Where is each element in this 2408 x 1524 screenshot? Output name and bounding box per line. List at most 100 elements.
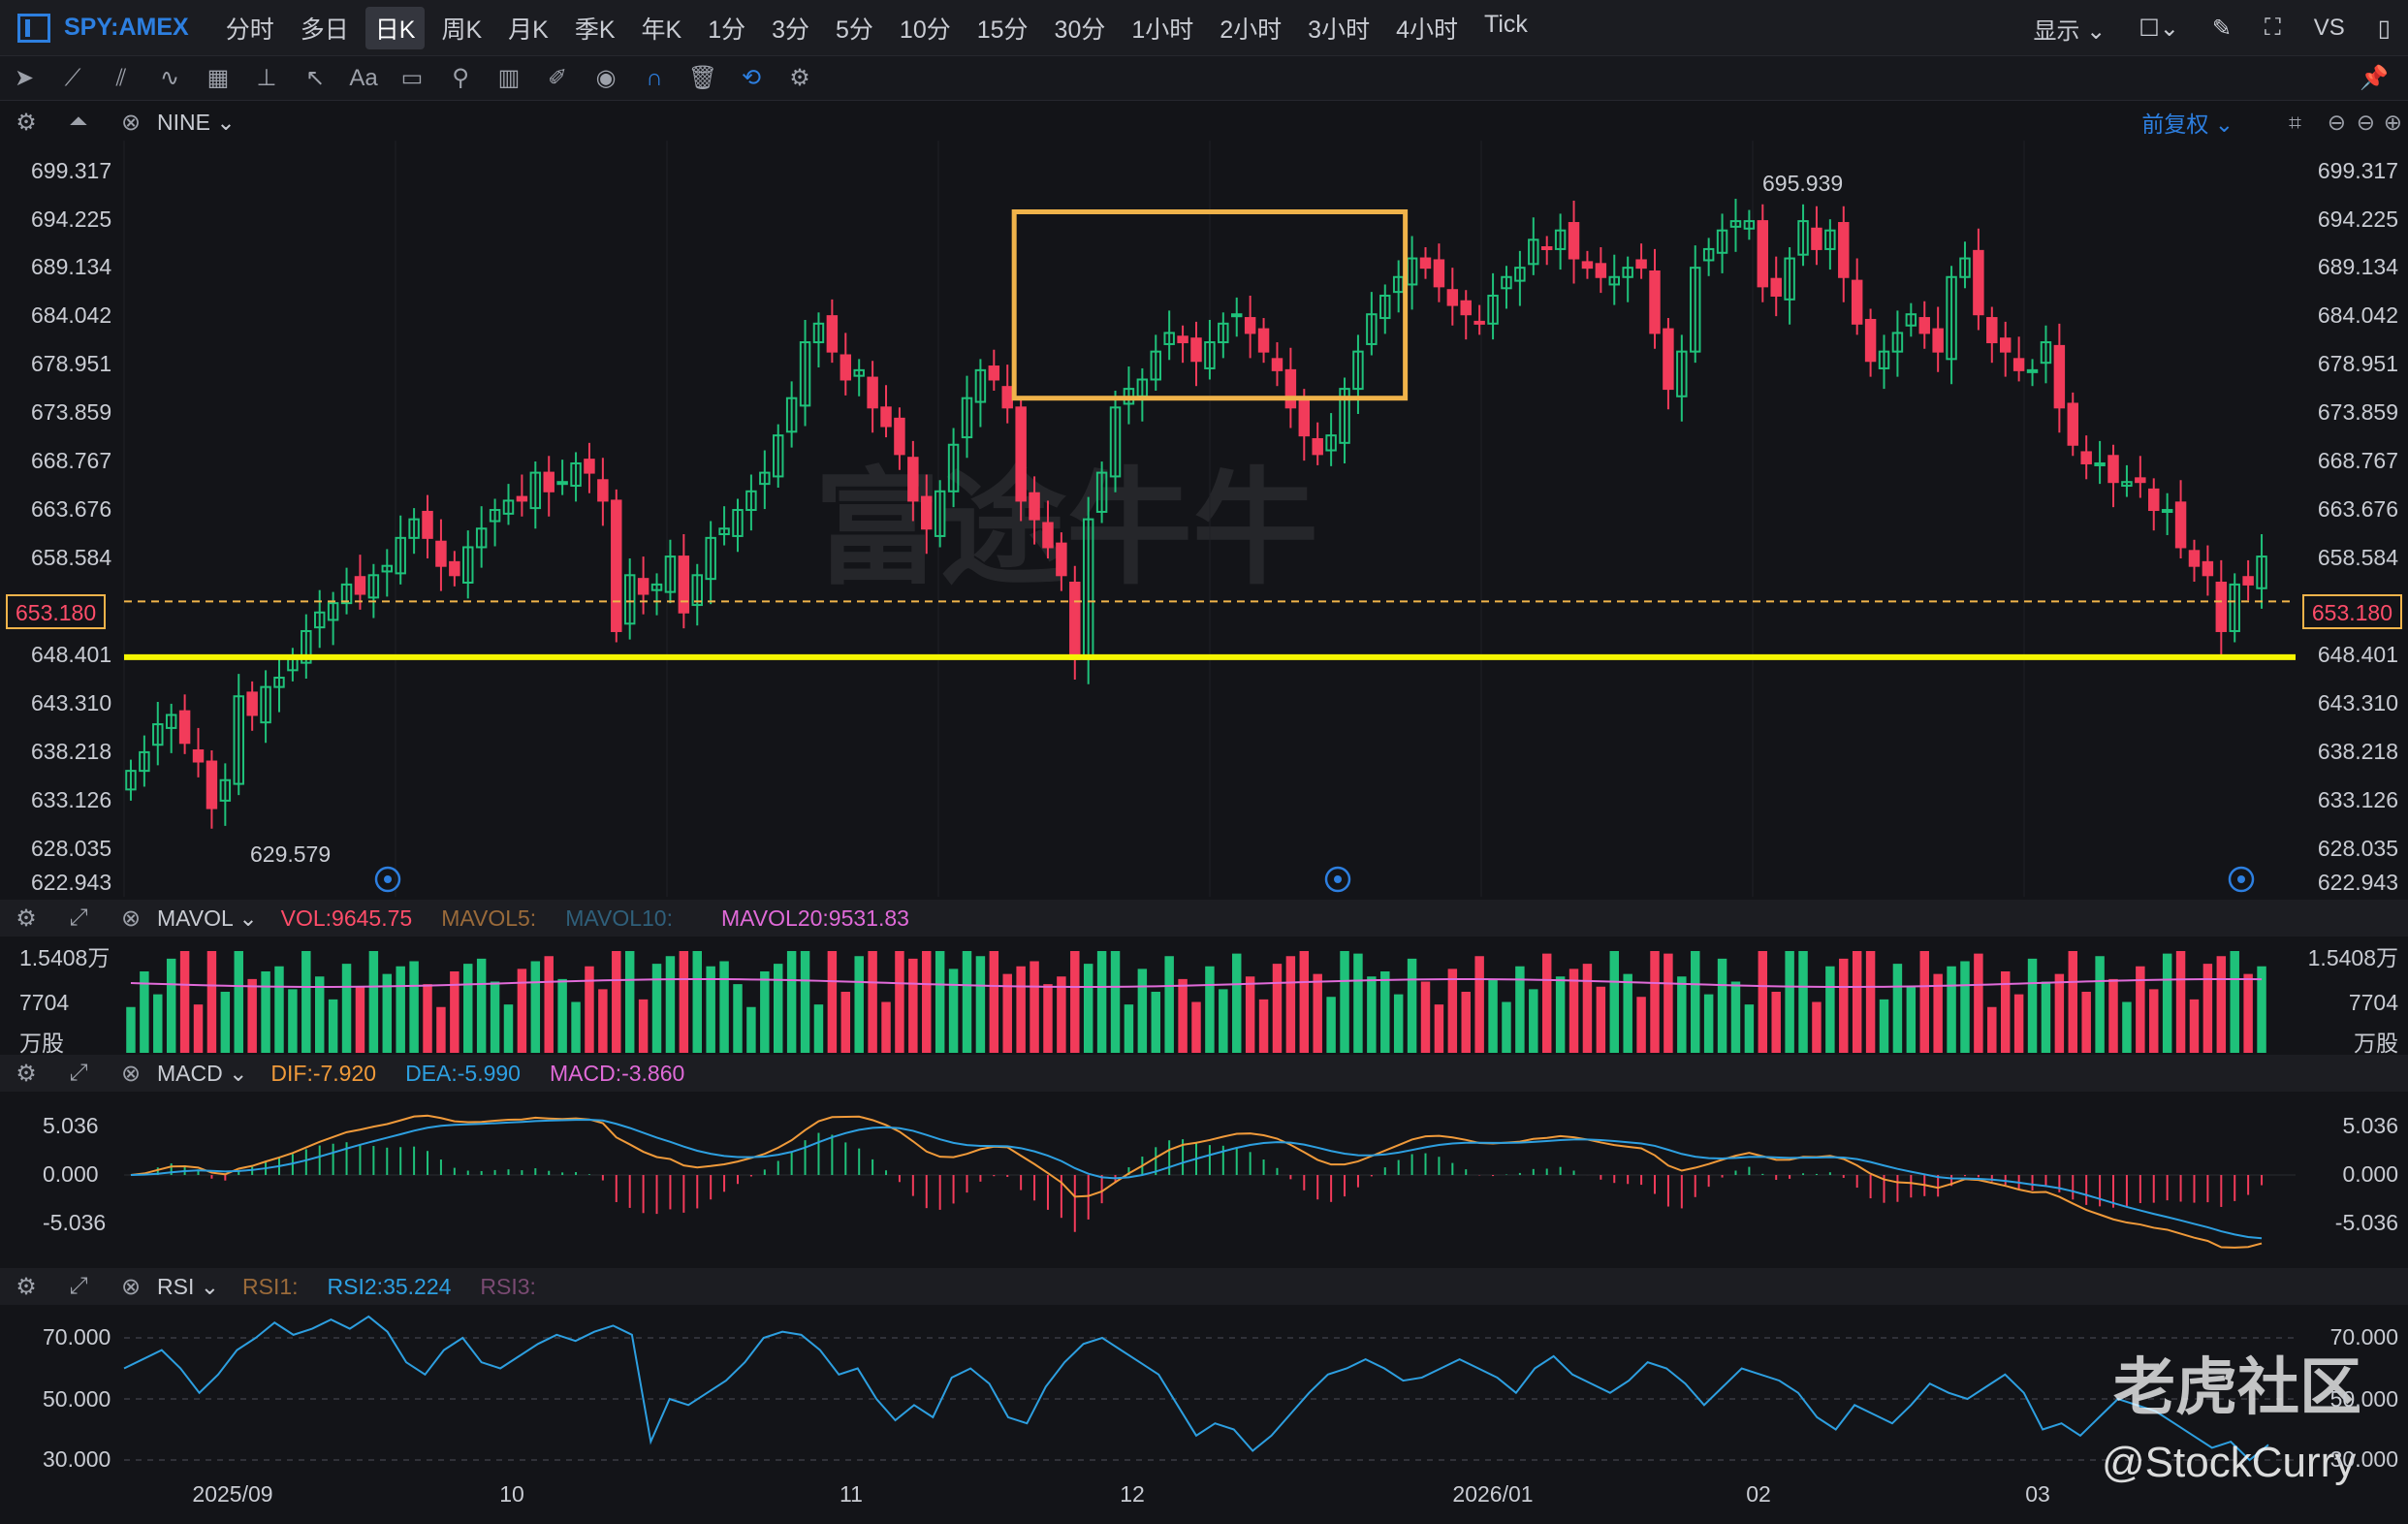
measure-tool-icon[interactable]: ⊥	[256, 65, 277, 91]
period-tab[interactable]: 4小时	[1396, 16, 1458, 44]
rsi-chart[interactable]	[0, 1305, 2408, 1470]
period-tab[interactable]: 日K	[364, 6, 426, 49]
gear-icon[interactable]: ⚙	[16, 1273, 37, 1300]
period-tab[interactable]: 周K	[441, 16, 483, 44]
volume-bar	[153, 994, 163, 1053]
period-tab[interactable]: 季K	[574, 16, 616, 44]
line-tool-icon[interactable]: ⟋	[64, 64, 81, 91]
candle	[974, 368, 987, 403]
candle	[718, 527, 730, 536]
period-tab[interactable]: 10分	[899, 16, 951, 44]
close-icon[interactable]: ⊗	[120, 1273, 142, 1300]
vs-button[interactable]: VS	[2313, 15, 2345, 41]
arrow-tool-icon[interactable]: ↖	[304, 65, 326, 91]
layout-icon[interactable]	[17, 13, 50, 43]
gear-icon[interactable]: ⚙	[16, 1060, 37, 1087]
chart-tool-icon[interactable]: ▥	[497, 65, 521, 91]
period-tab[interactable]: Tick	[1483, 10, 1528, 38]
cursor-icon[interactable]: ➤	[14, 65, 35, 91]
candle	[1932, 328, 1944, 353]
volume-bar	[2162, 953, 2172, 1053]
candle	[2161, 509, 2173, 514]
adjust-select[interactable]: 前复权 ⌄	[2141, 111, 2234, 137]
rsi1-value: RSI1:	[242, 1273, 299, 1299]
gear-icon[interactable]: ⚙	[16, 905, 37, 932]
channel-tool-icon[interactable]: ⫽	[115, 64, 127, 91]
collapse-icon[interactable]: ⏶	[69, 109, 88, 135]
time-tick-label: 2025/09	[192, 1481, 273, 1507]
plus-icon[interactable]: ⊕	[2383, 109, 2402, 135]
magnet-icon[interactable]: ∩	[646, 64, 663, 91]
fullscreen-icon[interactable]: ⛶	[2264, 15, 2281, 41]
close-icon[interactable]: ⊗	[120, 1060, 142, 1087]
panel-tick-label: 70.000	[43, 1324, 111, 1349]
minus-icon-2[interactable]: ⊖	[2356, 109, 2375, 135]
volume-bar	[1987, 1006, 1997, 1053]
period-tab[interactable]: 1小时	[1131, 16, 1194, 44]
zoom-icon[interactable]: ⚲	[452, 65, 469, 91]
brush-icon[interactable]: ✐	[547, 65, 568, 91]
price-tick-label: 622.943	[2317, 870, 2398, 895]
pen-icon[interactable]: ✎	[2211, 15, 2232, 42]
period-tab[interactable]: 30分	[1054, 16, 1106, 44]
period-tab[interactable]: 3分	[772, 16, 810, 44]
candle	[799, 341, 811, 407]
axis-xy-icon[interactable]: ⌗	[2289, 109, 2301, 135]
candlestick-chart[interactable]	[0, 141, 2408, 897]
square-icon[interactable]: ☐⌄	[2139, 15, 2179, 42]
candle	[1784, 257, 1795, 301]
close-icon[interactable]: ⊗	[120, 109, 142, 136]
symbol-label[interactable]: SPY:AMEX	[64, 14, 189, 41]
period-tab[interactable]: 年K	[641, 16, 682, 44]
mavol-select[interactable]: MAVOL ⌄	[157, 905, 258, 931]
close-icon[interactable]: ⊗	[120, 905, 142, 932]
volume-bar	[746, 1006, 756, 1053]
text-tool-icon[interactable]: Aa	[349, 64, 378, 91]
volume-chart[interactable]	[0, 937, 2408, 1053]
gear-icon[interactable]: ⚙	[16, 109, 37, 136]
panel-tick-label: 0.000	[2342, 1161, 2398, 1187]
eye-icon[interactable]: ◉	[595, 65, 617, 91]
candle	[1042, 522, 1054, 549]
sync-icon[interactable]: ⟲	[741, 65, 762, 91]
expand-icon[interactable]: ⤢	[69, 905, 88, 931]
volume-bar	[1043, 984, 1053, 1053]
expand-icon[interactable]: ⤢	[69, 1060, 88, 1086]
minus-icon[interactable]: ⊖	[2327, 109, 2346, 135]
comment-icon[interactable]: ▭	[400, 65, 424, 91]
macd-chart[interactable]	[0, 1092, 2408, 1268]
period-tab[interactable]: 15分	[976, 16, 1029, 44]
period-tab[interactable]: 分时	[225, 16, 274, 44]
period-tab[interactable]: 2小时	[1220, 16, 1283, 44]
volume-bar	[179, 951, 190, 1053]
display-menu[interactable]: 显示 ⌄	[2033, 17, 2107, 45]
period-tab[interactable]: 3小时	[1308, 16, 1371, 44]
period-tab[interactable]: 5分	[836, 16, 873, 44]
panel-toggle-icon[interactable]: ▯	[2377, 15, 2391, 42]
volume-bar	[517, 968, 527, 1053]
panel-tick-label: 1.5408万	[2307, 945, 2398, 970]
period-tab[interactable]: 月K	[508, 16, 549, 44]
candle	[1864, 318, 1877, 363]
macd-select[interactable]: MACD ⌄	[157, 1060, 248, 1086]
current-price-tag-left: 653.180	[6, 594, 107, 629]
candle	[2202, 560, 2214, 577]
candle	[1177, 335, 1188, 344]
price-tick-label: 628.035	[31, 836, 112, 861]
price-tick-label: 694.225	[31, 206, 112, 232]
pin-icon[interactable]: 📌	[2360, 65, 2389, 91]
rsi-select[interactable]: RSI ⌄	[157, 1273, 220, 1299]
candle	[1352, 350, 1364, 391]
time-tick-label: 11	[840, 1481, 863, 1507]
period-tab[interactable]: 1分	[708, 16, 746, 44]
expand-icon[interactable]: ⤢	[69, 1273, 88, 1299]
candle	[165, 714, 177, 729]
period-tab[interactable]: 多日	[300, 16, 349, 44]
fib-tool-icon[interactable]: ▦	[206, 65, 230, 91]
trash-icon[interactable]: 🗑	[687, 65, 718, 91]
gear-icon[interactable]: ⚙	[789, 65, 810, 91]
wave-tool-icon[interactable]: ∿	[159, 65, 180, 91]
time-tick-label: 2026/01	[1452, 1481, 1534, 1507]
indicator-select[interactable]: NINE ⌄	[157, 109, 236, 135]
price-tick-label: 678.951	[2317, 351, 2398, 376]
